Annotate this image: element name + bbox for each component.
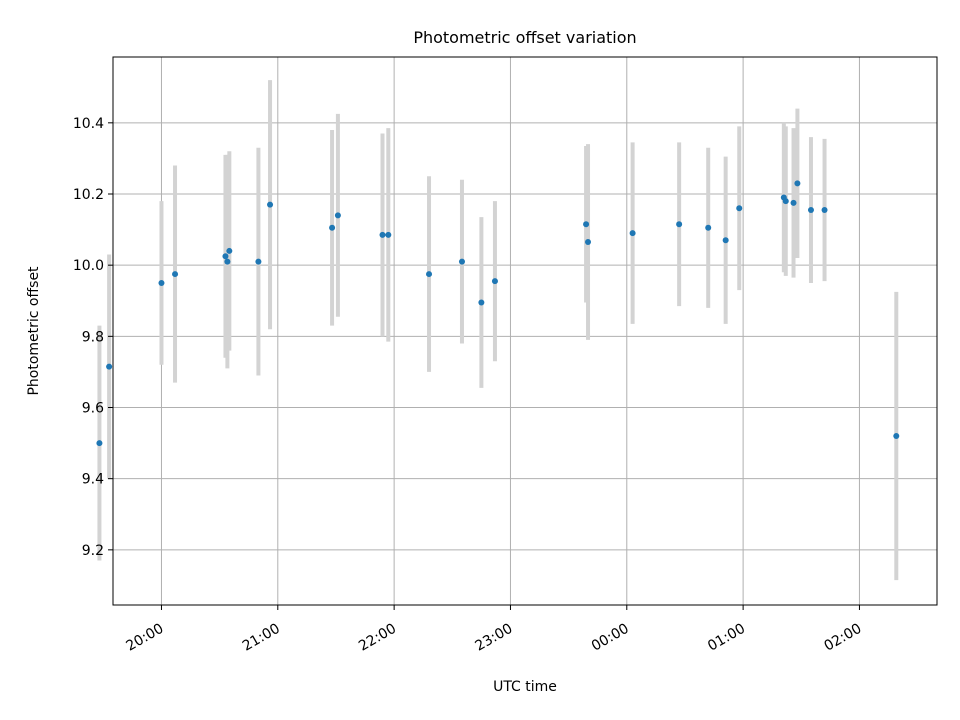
data-point <box>334 212 341 219</box>
y-axis-label: Photometric offset <box>26 266 42 396</box>
data-point <box>224 258 231 265</box>
y-tick-label: 9.6 <box>82 401 104 417</box>
data-point <box>267 201 274 208</box>
data-point <box>478 299 485 306</box>
x-axis-ticks: 20:00 21:00 22:00 23:00 00:00 01:00 02:00 <box>124 605 864 655</box>
data-points <box>96 180 900 447</box>
data-point <box>426 271 433 278</box>
data-point <box>158 279 165 286</box>
y-tick-label: 10.2 <box>73 187 104 203</box>
data-point <box>222 253 229 260</box>
x-tick-label: 01:00 <box>705 621 748 655</box>
y-tick-label: 9.2 <box>82 543 104 559</box>
data-point <box>705 224 712 231</box>
data-point <box>790 199 797 206</box>
data-point <box>585 239 592 246</box>
y-tick-label: 9.4 <box>82 472 104 488</box>
x-tick-label: 21:00 <box>240 621 283 655</box>
data-point <box>807 207 814 214</box>
data-point <box>96 440 103 447</box>
data-point <box>794 180 801 187</box>
data-point <box>893 432 900 439</box>
data-point <box>226 247 233 254</box>
x-tick-label: 22:00 <box>356 621 399 655</box>
data-point <box>736 205 743 212</box>
grid-lines <box>113 57 937 605</box>
y-tick-label: 10.4 <box>73 116 104 132</box>
x-tick-label: 00:00 <box>589 621 632 655</box>
data-point <box>491 278 498 285</box>
x-tick-label: 23:00 <box>473 621 516 655</box>
data-point <box>629 230 636 237</box>
data-point <box>379 231 386 238</box>
error-bars <box>97 80 899 581</box>
data-point <box>255 258 262 265</box>
data-point <box>329 224 336 231</box>
x-axis-label: UTC time <box>493 679 557 695</box>
y-tick-label: 10.0 <box>73 258 104 274</box>
data-point <box>458 258 465 265</box>
x-tick-label: 02:00 <box>821 621 864 655</box>
data-point <box>583 221 590 228</box>
data-point <box>821 207 828 214</box>
y-axis-ticks: 9.2 9.4 9.6 9.8 10.0 10.2 10.4 <box>73 116 113 559</box>
chart-title: Photometric offset variation <box>413 28 636 47</box>
plot-frame <box>112 56 938 606</box>
data-point <box>385 231 392 238</box>
x-tick-label: 20:00 <box>124 621 167 655</box>
data-point <box>172 271 179 278</box>
data-point <box>782 198 789 205</box>
data-point <box>676 221 683 228</box>
data-point <box>106 363 113 370</box>
data-point <box>722 237 729 244</box>
y-tick-label: 9.8 <box>82 329 104 345</box>
